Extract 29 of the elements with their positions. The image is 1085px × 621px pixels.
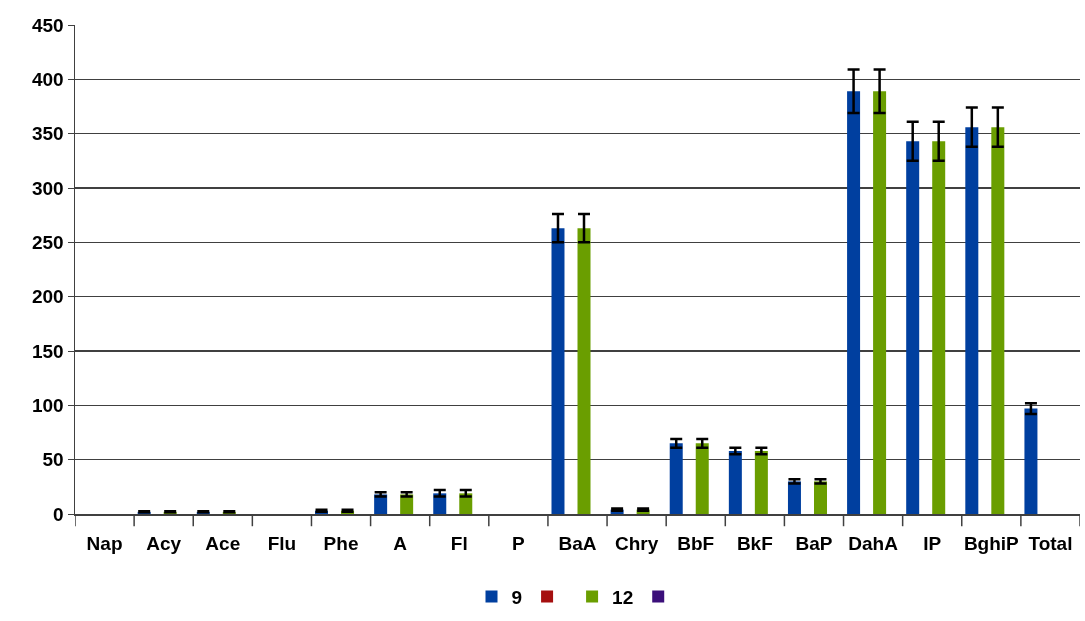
x-tick-label: Acy	[146, 533, 182, 555]
x-tick-label: BbF	[677, 533, 715, 555]
x-tick-label: IP	[923, 533, 942, 555]
x-tick-label: Ace	[205, 533, 241, 555]
y-tick-label: 450	[32, 14, 64, 36]
x-tick-label: Total	[1028, 533, 1073, 555]
x-tick-label: DahA	[848, 533, 899, 555]
y-tick-label: 350	[32, 123, 64, 145]
y-tick-label: 250	[32, 231, 64, 253]
x-tick-label: BkF	[736, 533, 773, 555]
x-tick-label: BaA	[558, 533, 597, 555]
x-tick-label: Chry	[614, 533, 659, 555]
legend-label: 12	[612, 586, 634, 608]
y-tick-label: 200	[32, 286, 64, 308]
y-tick-label: 150	[32, 340, 64, 362]
x-tick-label: BaP	[795, 533, 833, 555]
x-tick-label: Phe	[323, 533, 359, 555]
x-tick-label: Flu	[267, 533, 297, 555]
x-tick-label: P	[512, 533, 526, 555]
x-tick-label: A	[393, 533, 408, 555]
y-tick-label: 100	[32, 394, 64, 416]
x-tick-label: Fl	[450, 533, 468, 555]
y-tick-label: 300	[32, 177, 64, 199]
y-tick-label: 50	[42, 449, 64, 471]
x-tick-label: Nap	[86, 533, 123, 555]
y-tick-label: 400	[32, 68, 64, 90]
legend-label: 9	[511, 586, 523, 608]
y-tick-label: 0	[53, 503, 64, 525]
x-tick-label: BghiP	[963, 533, 1020, 555]
